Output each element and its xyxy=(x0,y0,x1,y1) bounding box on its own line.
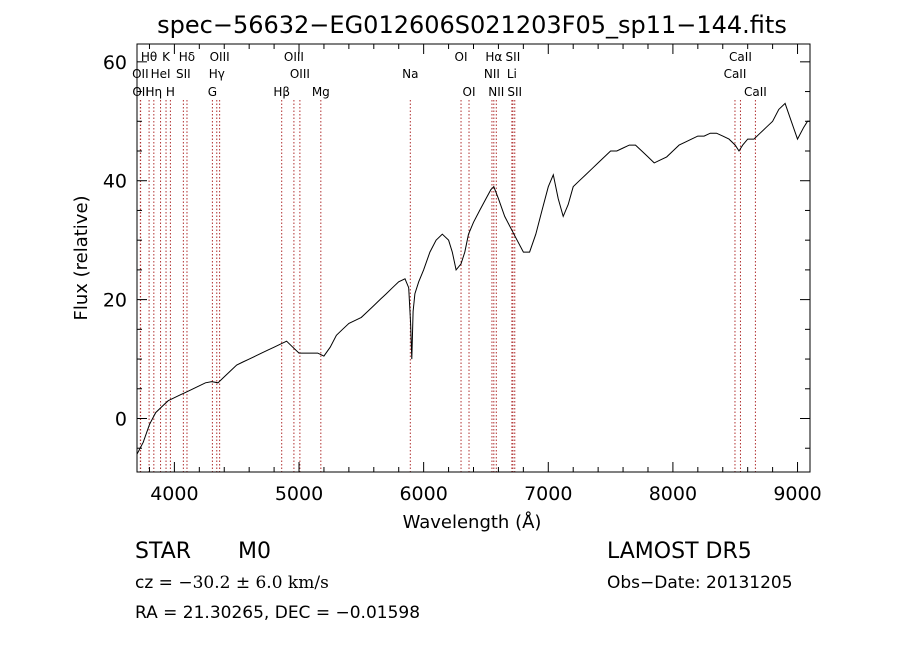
emission-line-label: Hη xyxy=(146,85,163,99)
x-tick-label: 8000 xyxy=(649,483,697,505)
emission-line-label: Li xyxy=(507,67,517,81)
emission-line-label: CaII xyxy=(724,67,747,81)
x-axis-ticks: 4000 5000 6000 7000 8000 9000 xyxy=(148,44,822,505)
emission-line-labels: Hθ K Hδ OIII OIII OI Hα SII CaII OII HeI SII Hγ OIII N… xyxy=(132,50,767,99)
emission-line-label: Hγ xyxy=(209,67,225,81)
redshift-info: cz = −30.2 ± 6.0 km/s xyxy=(135,573,329,593)
emission-line-label: SII xyxy=(506,50,521,64)
x-tick-label: 6000 xyxy=(399,483,447,505)
object-class: STAR xyxy=(135,539,192,564)
emission-line-label: Hα xyxy=(485,50,502,64)
y-tick-label: 60 xyxy=(103,52,127,74)
observation-date: Obs−Date: 20131205 xyxy=(607,573,793,593)
emission-line-label: OI xyxy=(463,85,476,99)
emission-line-markers xyxy=(139,100,756,472)
emission-line-label: K xyxy=(162,50,171,64)
y-tick-label: 20 xyxy=(103,290,127,312)
emission-line-label: CaII xyxy=(729,50,752,64)
redshift-label: cz = xyxy=(135,573,179,593)
y-axis-ticks: 0 20 40 60 xyxy=(103,52,810,449)
emission-line-label: OIII xyxy=(210,50,230,64)
emission-line-label: HeI xyxy=(151,67,171,81)
object-subclass: M0 xyxy=(238,539,271,564)
plot-frame xyxy=(136,43,811,473)
y-tick-label: 40 xyxy=(103,171,127,193)
emission-line-label: OIII xyxy=(290,67,310,81)
y-axis-label: Flux (relative) xyxy=(71,195,92,320)
emission-line-label: SII xyxy=(176,67,191,81)
y-tick-label: 0 xyxy=(115,409,127,431)
emission-line-label: OIII xyxy=(284,50,304,64)
emission-line-label: Na xyxy=(402,67,418,81)
emission-line-label: CaII xyxy=(744,85,767,99)
emission-line-label: Hβ xyxy=(273,85,290,99)
spectrum-line xyxy=(136,102,810,455)
emission-line-label: OII xyxy=(132,67,149,81)
emission-line-label: Hδ xyxy=(179,50,195,64)
x-axis-label: Wavelength (Å) xyxy=(403,511,542,533)
emission-line-label: SII xyxy=(507,85,522,99)
emission-line-label: G xyxy=(208,85,217,99)
emission-line-label: NII xyxy=(488,85,504,99)
redshift-value: −30.2 ± 6.0 km/s xyxy=(178,573,329,593)
chart-title: spec−56632−EG012606S021203F05_sp11−144.f… xyxy=(157,11,787,39)
survey-name: LAMOST DR5 xyxy=(607,539,752,564)
x-tick-label: 4000 xyxy=(150,483,198,505)
emission-line-label: NII xyxy=(484,67,500,81)
x-tick-label: 9000 xyxy=(773,483,821,505)
emission-line-label: Hθ xyxy=(141,50,157,64)
emission-line-label: H xyxy=(166,85,175,99)
x-tick-label: 7000 xyxy=(524,483,572,505)
emission-line-label: Mg xyxy=(312,85,330,99)
emission-line-label: OI xyxy=(455,50,468,64)
coordinates: RA = 21.30265, DEC = −0.01598 xyxy=(135,603,421,623)
x-tick-label: 5000 xyxy=(275,483,323,505)
